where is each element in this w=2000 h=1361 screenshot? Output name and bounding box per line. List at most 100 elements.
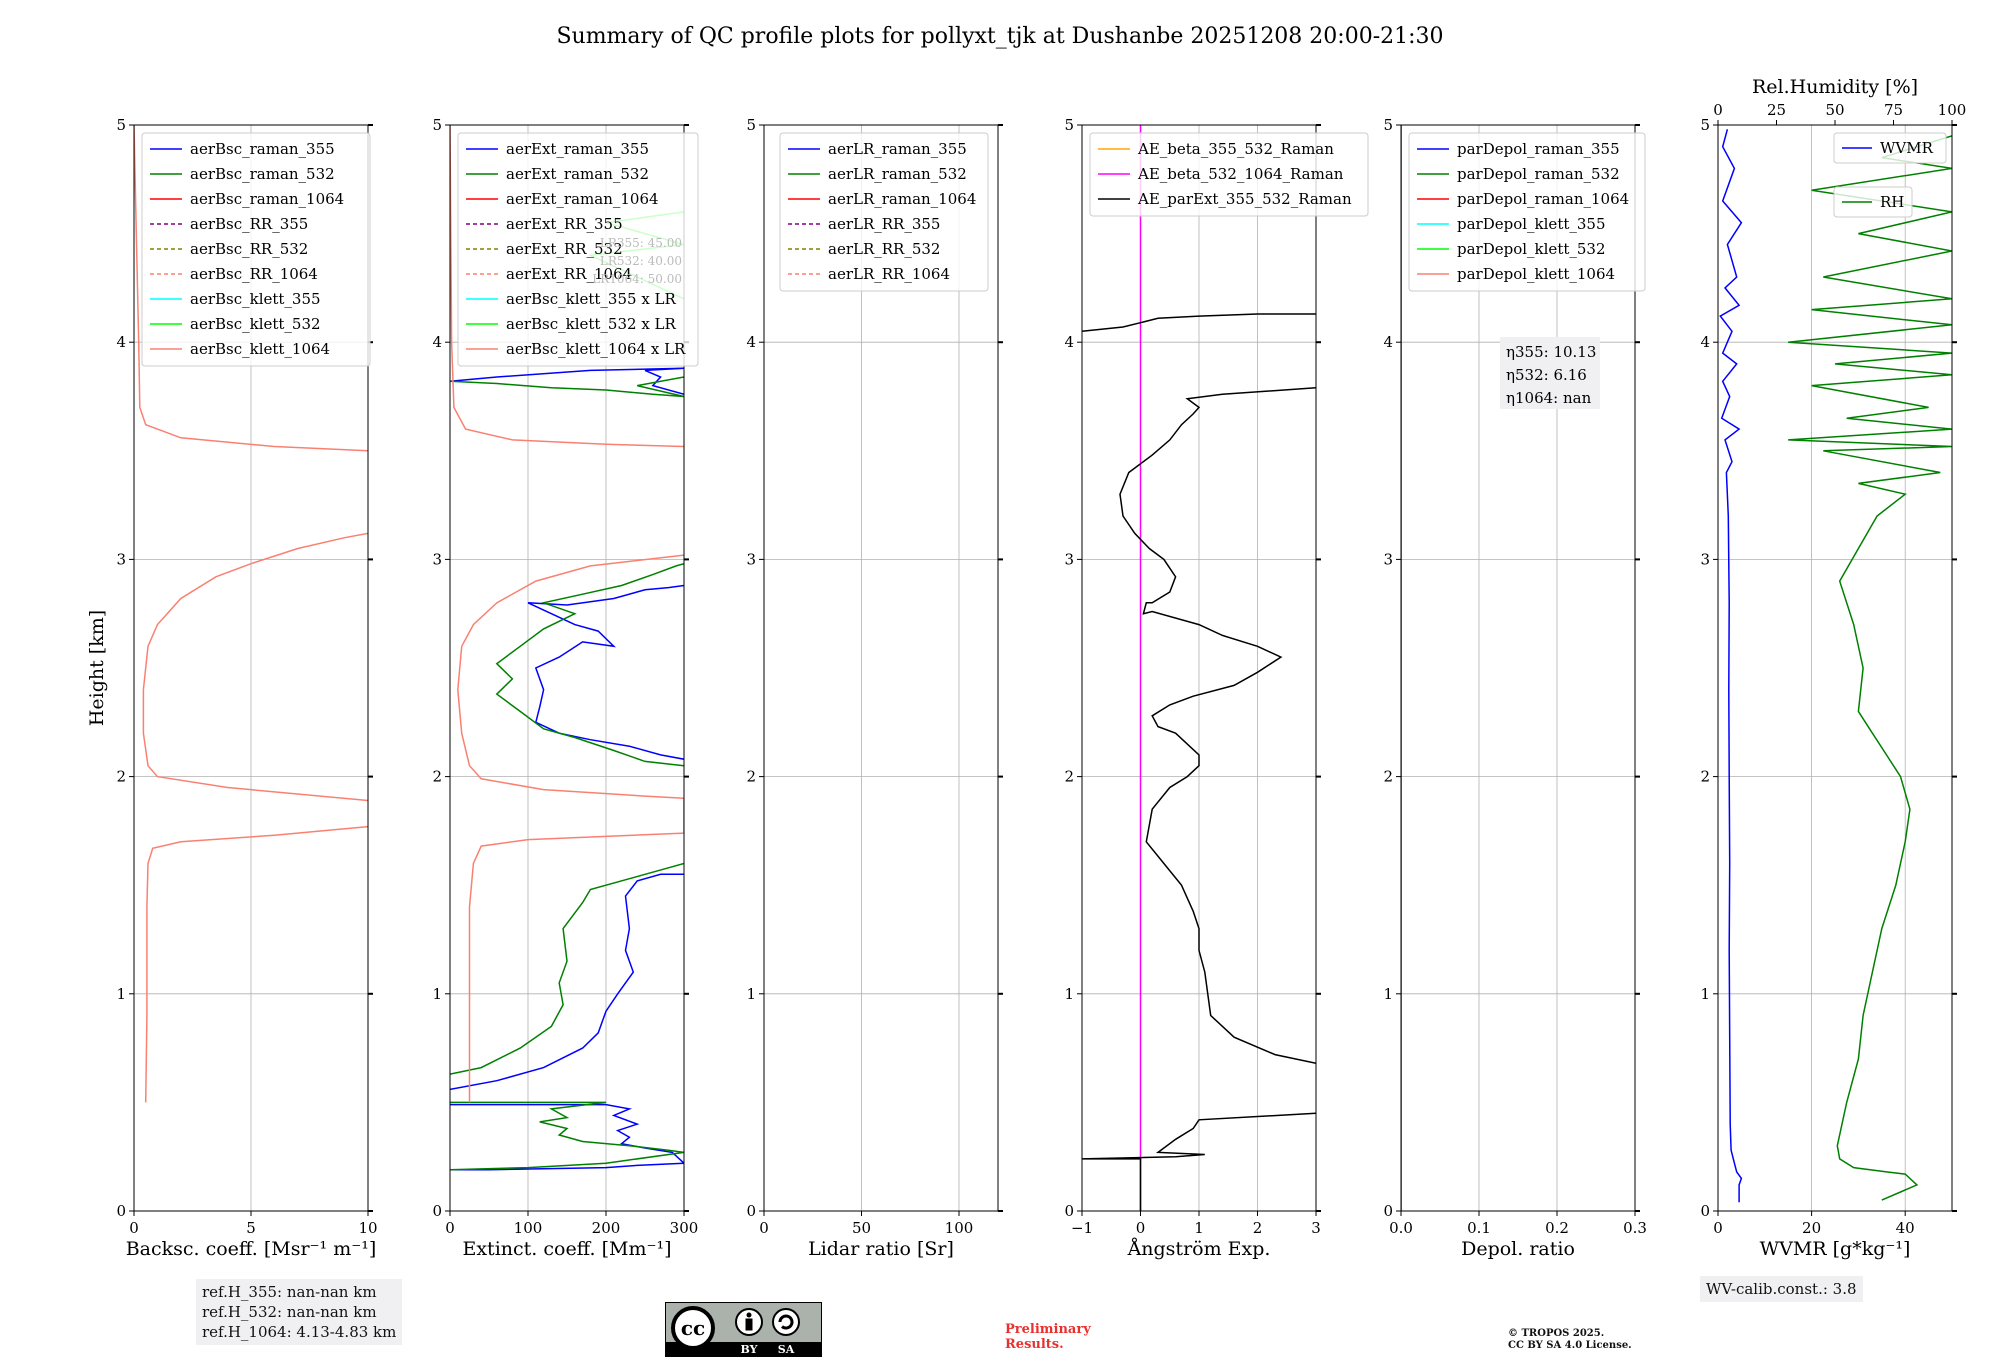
legend-label: AE_beta_355_532_Raman — [1137, 140, 1334, 158]
legend-box — [141, 132, 371, 367]
y-tick-label: 0 — [432, 1202, 442, 1220]
preliminary-line-1: Preliminary — [1005, 1322, 1091, 1337]
y-tick-label: 4 — [432, 333, 442, 351]
y-tick-label: 1 — [1064, 985, 1074, 1003]
legend-label: aerLR_RR_532 — [828, 240, 940, 258]
y-tick-label: 3 — [746, 550, 756, 568]
y-tick-label: 2 — [116, 768, 126, 786]
lr-label: LR532: 40.00 — [600, 254, 682, 268]
copyright-line-2: CC BY SA 4.0 License. — [1508, 1340, 1632, 1351]
y-tick-label: 2 — [432, 768, 442, 786]
y-tick-label: 2 — [1700, 768, 1710, 786]
series-aerExt_raman_355 — [450, 1103, 684, 1171]
y-tick-label: 5 — [432, 116, 442, 134]
legend-label: RH — [1880, 193, 1904, 211]
figure-title: Summary of QC profile plots for pollyxt_… — [556, 24, 1443, 49]
x-tick-label: 0.1 — [1467, 1219, 1491, 1237]
eta-box: η355: 10.13 η532: 6.16 η1064: nan — [1500, 337, 1600, 409]
legend-label: aerExt_RR_1064 — [506, 265, 632, 283]
series-AE_parExt_355_532_Raman — [1082, 1112, 1316, 1211]
x-tick-label: 1 — [1194, 1219, 1204, 1237]
x-tick-label: 0 — [1713, 1219, 1723, 1237]
legend-label: aerBsc_RR_355 — [190, 215, 308, 233]
x-tick-label: 300 — [670, 1219, 699, 1237]
x-tick-label: 2 — [1253, 1219, 1263, 1237]
by-person-icon — [746, 1312, 752, 1318]
legend-label: parDepol_raman_355 — [1457, 140, 1620, 158]
legend-label: aerBsc_klett_355 x LR — [506, 290, 677, 308]
legend-label: AE_parExt_355_532_Raman — [1137, 190, 1352, 208]
x2-tick-label: 100 — [1938, 101, 1967, 119]
legend-ext: aerExt_raman_355 aerExt_raman_532 aerExt_r… — [457, 132, 699, 367]
series-AE_parExt_355_532_Raman — [1119, 387, 1316, 1065]
legend-label: aerBsc_klett_1064 x LR — [506, 340, 686, 358]
legend-box — [779, 132, 989, 292]
y-tick-label: 4 — [1700, 333, 1710, 351]
copyright-note: © TROPOS 2025. CC BY SA 4.0 License. — [1508, 1328, 1632, 1352]
eta-line: η532: 6.16 — [1506, 366, 1587, 384]
refh-532: ref.H_532: nan-nan km — [202, 1303, 377, 1321]
y-tick-label: 0 — [1700, 1202, 1710, 1220]
series-group-ae — [1082, 125, 1316, 1211]
x-tick-label: 0 — [129, 1219, 139, 1237]
x-axis-label: Ångström Exp. — [1127, 1238, 1271, 1260]
panel-ext: 0 100 200 300 0 1 2 3 4 5 Extinct. coeff. [Mm⁻¹] ae… — [432, 116, 699, 1260]
series-group-ext — [450, 125, 684, 1171]
eta-line: η355: 10.13 — [1506, 343, 1596, 361]
legend-label: AE_beta_532_1064_Raman — [1137, 165, 1344, 183]
y-tick-label: 4 — [1064, 333, 1074, 351]
legend-label: aerLR_RR_355 — [828, 215, 940, 233]
x-tick-label: 100 — [514, 1219, 543, 1237]
x-axis-label: Backsc. coeff. [Msr⁻¹ m⁻¹] — [126, 1238, 377, 1260]
refh-355: ref.H_355: nan-nan km — [202, 1283, 377, 1301]
x-axis-label: Depol. ratio — [1461, 1238, 1575, 1260]
legend-label: aerBsc_klett_1064 — [190, 340, 330, 358]
y-tick-label: 2 — [1383, 768, 1393, 786]
lr-label: LR355: 45.00 — [600, 236, 682, 250]
y-tick-label: 1 — [116, 985, 126, 1003]
y-tick-label: 5 — [1064, 116, 1074, 134]
x2-tick-label: 75 — [1884, 101, 1903, 119]
x-tick-label: 3 — [1311, 1219, 1321, 1237]
series-aerExt_raman_532 — [450, 862, 684, 1075]
y-tick-label: 2 — [1064, 768, 1074, 786]
legend-rh: RH — [1833, 186, 1913, 218]
legend-box — [457, 132, 699, 367]
legend-label: aerBsc_RR_532 — [190, 240, 308, 258]
axes-frame — [449, 124, 685, 1212]
x-tick-label: 5 — [246, 1219, 256, 1237]
legend-label: parDepol_klett_532 — [1457, 240, 1606, 258]
x-tick-label: 0.2 — [1545, 1219, 1569, 1237]
y-tick-label: 0 — [1383, 1202, 1393, 1220]
legend-label: parDepol_klett_1064 — [1457, 265, 1615, 283]
series-aerExt_raman_532 — [450, 376, 684, 398]
x-tick-label: 0 — [1136, 1219, 1146, 1237]
legend-box — [1833, 186, 1913, 218]
x2-axis-label: Rel.Humidity [%] — [1752, 76, 1918, 98]
legend-label: aerExt_raman_1064 — [506, 190, 659, 208]
y-tick-label: 5 — [1383, 116, 1393, 134]
x-tick-label: 100 — [945, 1219, 974, 1237]
x-tick-label: 50 — [852, 1219, 871, 1237]
y-tick-label: 1 — [1383, 985, 1393, 1003]
x2-tick-label: 25 — [1767, 101, 1786, 119]
legend-label: WVMR — [1880, 139, 1934, 157]
y-tick-label: 1 — [432, 985, 442, 1003]
legend-box — [1833, 132, 1947, 164]
series-group-wv — [1719, 129, 1952, 1203]
y-tick-label: 3 — [1064, 550, 1074, 568]
y-tick-label: 1 — [746, 985, 756, 1003]
series-aerExt_raman_355 — [527, 584, 684, 760]
series-aerExt_raman_355 — [644, 367, 684, 396]
wv-calib-box: WV-calib.const.: 3.8 — [1700, 1276, 1863, 1302]
x-axis-label: Extinct. coeff. [Mm⁻¹] — [462, 1238, 671, 1260]
legend-box — [1408, 132, 1646, 292]
y-tick-label: 3 — [116, 550, 126, 568]
preliminary-results-note: Preliminary Results. — [1005, 1322, 1091, 1352]
x-tick-label: 0 — [759, 1219, 769, 1237]
x-tick-label: 200 — [592, 1219, 621, 1237]
sa-label: SA — [778, 1343, 795, 1356]
